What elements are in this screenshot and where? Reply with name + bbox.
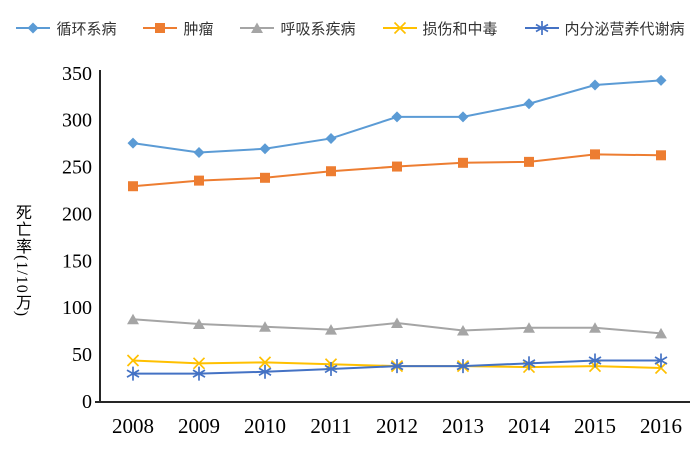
- diamond-marker-icon: [391, 111, 403, 123]
- diamond-marker-icon: [655, 74, 667, 86]
- triangle-marker-icon: [259, 321, 271, 332]
- y-tick-label: 250: [62, 157, 92, 179]
- asterisk-marker-icon: [522, 359, 536, 368]
- asterisk-marker-icon: [192, 369, 206, 378]
- legend-item: 损伤和中毒: [382, 18, 498, 39]
- diamond-marker-icon: [457, 111, 469, 123]
- asterisk-marker-icon: [390, 361, 404, 371]
- y-tick-label: 150: [62, 250, 92, 272]
- triangle-marker-icon: [127, 313, 139, 325]
- diamond-marker-icon: [259, 143, 271, 155]
- x-marker-icon: [258, 356, 272, 369]
- triangle-marker-icon: [325, 324, 337, 335]
- square-marker-icon: [326, 166, 336, 177]
- asterisk-marker-icon: [324, 364, 338, 374]
- y-axis-title: 死亡率(1/10万): [13, 204, 30, 318]
- triangle-marker-icon: [655, 327, 667, 339]
- legend-label: 损伤和中毒: [422, 21, 498, 38]
- legend-marker: [16, 22, 51, 34]
- diamond-marker-icon: [325, 132, 337, 144]
- x-marker-icon: [126, 354, 140, 367]
- triangle-marker-icon: [589, 322, 601, 333]
- x-tick-label: 2016: [640, 414, 682, 438]
- legend-label: 肿瘤: [183, 21, 214, 38]
- square-marker-icon: [155, 23, 166, 33]
- series-肿瘤: [128, 149, 666, 192]
- diamond-marker-icon: [589, 79, 601, 91]
- legend-item: 肿瘤: [142, 18, 213, 39]
- x-tick-label: 2010: [244, 414, 286, 438]
- x-marker-icon: [393, 21, 406, 35]
- chart-legend: 循环系病 肿瘤 呼吸系疾病 损伤和中毒 内分泌营养代谢病: [0, 16, 700, 40]
- square-marker-icon: [656, 150, 666, 161]
- y-tick-label: 100: [62, 297, 92, 319]
- x-tick-label: 2014: [508, 414, 551, 438]
- legend-label: 呼吸系疾病: [280, 21, 356, 38]
- triangle-marker-icon: [251, 22, 264, 33]
- legend-label: 循环系病: [56, 21, 117, 38]
- legend-item: 呼吸系疾病: [239, 18, 356, 39]
- square-marker-icon: [590, 149, 600, 160]
- legend-marker: [143, 23, 178, 33]
- square-marker-icon: [128, 181, 138, 192]
- triangle-marker-icon: [391, 317, 403, 329]
- y-tick-label: 200: [62, 203, 92, 225]
- asterisk-marker-icon: [456, 361, 470, 371]
- square-marker-icon: [458, 157, 468, 168]
- y-tick-label: 350: [62, 63, 92, 85]
- square-marker-icon: [524, 156, 534, 167]
- series-内分泌营养代谢病: [126, 353, 668, 381]
- x-tick-label: 2013: [442, 414, 484, 438]
- asterisk-marker-icon: [535, 23, 548, 33]
- legend-item: 循环系病: [15, 18, 116, 39]
- square-marker-icon: [392, 161, 402, 172]
- square-marker-icon: [260, 172, 270, 183]
- y-tick-label: 0: [82, 391, 92, 413]
- triangle-marker-icon: [457, 325, 469, 336]
- diamond-marker-icon: [27, 22, 39, 34]
- asterisk-marker-icon: [258, 367, 272, 376]
- series-呼吸系疾病: [127, 313, 667, 339]
- triangle-marker-icon: [193, 318, 205, 329]
- square-marker-icon: [194, 175, 204, 186]
- diamond-marker-icon: [193, 146, 205, 158]
- diamond-marker-icon: [523, 98, 535, 110]
- diamond-marker-icon: [127, 137, 139, 149]
- asterisk-marker-icon: [654, 356, 668, 365]
- x-tick-label: 2012: [376, 414, 418, 438]
- series-循环系病: [127, 74, 667, 158]
- x-tick-label: 2008: [112, 414, 154, 438]
- legend-marker: [240, 22, 275, 33]
- asterisk-marker-icon: [126, 369, 140, 378]
- legend-label: 内分泌营养代谢病: [564, 21, 685, 38]
- y-tick-label: 300: [62, 110, 92, 132]
- x-marker-icon: [192, 357, 206, 370]
- x-tick-label: 2009: [178, 414, 220, 438]
- x-tick-label: 2015: [574, 414, 616, 438]
- triangle-marker-icon: [523, 322, 535, 333]
- x-tick-label: 2011: [310, 414, 351, 438]
- x-marker-icon: [654, 361, 668, 375]
- legend-item: 内分泌营养代谢病: [524, 18, 685, 39]
- legend-marker: [524, 21, 559, 35]
- asterisk-marker-icon: [588, 356, 602, 365]
- y-tick-label: 50: [72, 344, 92, 366]
- legend-marker: [382, 21, 417, 35]
